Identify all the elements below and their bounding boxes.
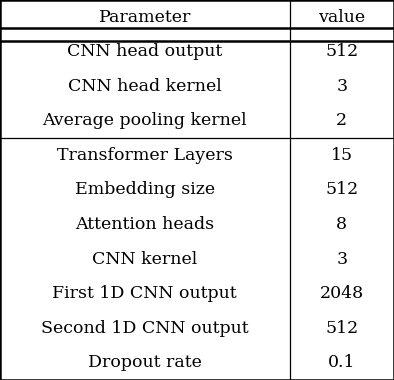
Text: 8: 8 xyxy=(336,216,347,233)
Text: Dropout rate: Dropout rate xyxy=(88,354,202,371)
Text: CNN head output: CNN head output xyxy=(67,43,223,60)
Text: 512: 512 xyxy=(325,182,359,198)
Text: 3: 3 xyxy=(336,250,348,268)
Text: CNN head kernel: CNN head kernel xyxy=(68,78,222,95)
Text: CNN kernel: CNN kernel xyxy=(92,250,197,268)
Text: Transformer Layers: Transformer Layers xyxy=(57,147,233,164)
Text: 15: 15 xyxy=(331,147,353,164)
Text: value: value xyxy=(318,9,365,26)
Text: 2: 2 xyxy=(336,112,348,130)
Text: Second 1D CNN output: Second 1D CNN output xyxy=(41,320,249,337)
Text: Parameter: Parameter xyxy=(98,9,191,26)
Text: Attention heads: Attention heads xyxy=(75,216,214,233)
Text: 512: 512 xyxy=(325,320,359,337)
Text: Embedding size: Embedding size xyxy=(75,182,215,198)
Text: First 1D CNN output: First 1D CNN output xyxy=(52,285,237,302)
Text: 512: 512 xyxy=(325,43,359,60)
Text: Average pooling kernel: Average pooling kernel xyxy=(43,112,247,130)
Text: 2048: 2048 xyxy=(320,285,364,302)
Text: 3: 3 xyxy=(336,78,348,95)
Text: 0.1: 0.1 xyxy=(328,354,355,371)
